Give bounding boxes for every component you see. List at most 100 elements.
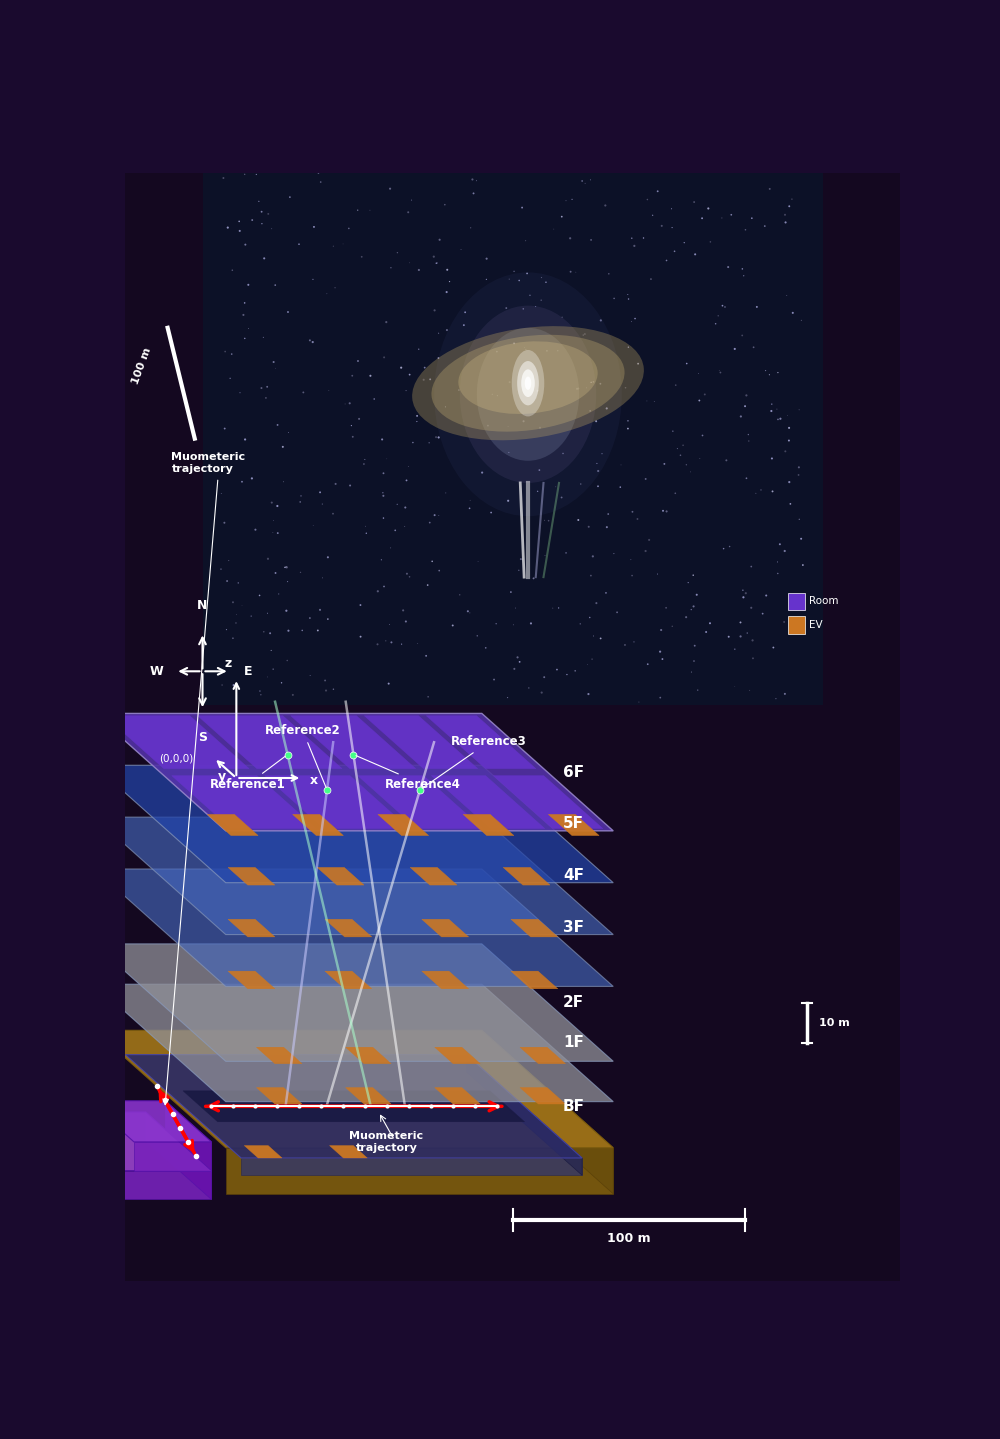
Point (585, 370, 601, 393)
Point (310, 161, 326, 184)
Point (256, 620, 272, 643)
Text: Reference1: Reference1 (210, 755, 286, 791)
Point (585, 545, 601, 568)
Polygon shape (426, 715, 536, 768)
Point (779, 283, 795, 307)
Point (609, 602, 625, 625)
Point (315, 567, 331, 590)
Point (240, 273, 256, 296)
Point (791, 399, 807, 422)
Point (374, 427, 390, 450)
Polygon shape (364, 715, 478, 768)
Point (594, 442, 610, 465)
Point (549, 658, 565, 681)
Point (219, 570, 235, 593)
Point (506, 332, 522, 355)
Polygon shape (105, 715, 249, 768)
Point (528, 387, 544, 410)
Point (739, 622, 755, 645)
Point (310, 619, 326, 642)
Point (268, 357, 284, 380)
Point (753, 478, 769, 501)
Point (214, 673, 230, 696)
Point (734, 258, 750, 281)
Point (558, 541, 574, 564)
Text: 2F: 2F (563, 996, 584, 1010)
Polygon shape (511, 971, 558, 989)
Point (650, 180, 666, 203)
Text: Muometeric
trajectory: Muometeric trajectory (349, 1131, 423, 1153)
Point (550, 340, 566, 363)
Point (220, 216, 236, 239)
Point (580, 682, 596, 705)
Point (254, 212, 270, 235)
Point (781, 471, 797, 494)
Point (271, 583, 287, 606)
Point (244, 209, 260, 232)
Point (598, 581, 614, 604)
Point (781, 429, 797, 452)
Point (554, 206, 570, 229)
Point (698, 620, 714, 643)
Point (312, 481, 328, 504)
Point (264, 491, 280, 514)
Point (577, 322, 593, 345)
Point (259, 376, 275, 399)
Point (356, 452, 372, 475)
Polygon shape (520, 1048, 566, 1063)
Point (727, 637, 743, 661)
Point (394, 633, 410, 656)
Point (588, 410, 604, 433)
Point (402, 252, 418, 275)
Point (694, 207, 710, 230)
Point (402, 363, 418, 386)
Point (654, 648, 670, 671)
Point (305, 268, 321, 291)
Point (623, 548, 639, 571)
Point (376, 345, 392, 368)
Point (652, 640, 668, 663)
Point (312, 599, 328, 622)
Point (772, 407, 788, 430)
Point (280, 619, 296, 642)
Ellipse shape (434, 272, 622, 517)
Point (431, 426, 447, 449)
Text: E: E (244, 665, 253, 678)
Point (580, 653, 596, 676)
Point (782, 492, 798, 515)
Point (506, 260, 522, 283)
Point (645, 204, 661, 227)
Point (399, 563, 415, 586)
Point (791, 620, 807, 643)
Polygon shape (358, 776, 483, 829)
Point (378, 311, 394, 334)
Point (410, 632, 426, 655)
Point (469, 170, 485, 193)
Point (776, 610, 792, 633)
Point (416, 368, 432, 391)
Polygon shape (256, 1048, 302, 1063)
Text: 100 m: 100 m (131, 345, 153, 386)
Polygon shape (482, 1030, 613, 1194)
Point (217, 417, 233, 440)
Point (727, 337, 743, 360)
Point (320, 545, 336, 568)
Text: Room: Room (809, 597, 839, 606)
Point (655, 499, 671, 522)
Point (572, 613, 588, 636)
Point (708, 312, 724, 335)
Point (570, 508, 586, 531)
Point (422, 368, 438, 391)
Point (278, 599, 294, 622)
Point (275, 436, 291, 459)
Point (778, 212, 794, 235)
Point (733, 625, 749, 648)
Point (763, 400, 779, 423)
Point (758, 584, 774, 607)
Point (669, 437, 685, 460)
Point (679, 353, 695, 376)
Ellipse shape (431, 335, 625, 432)
Point (462, 496, 478, 519)
Point (225, 627, 241, 650)
Point (690, 679, 706, 702)
